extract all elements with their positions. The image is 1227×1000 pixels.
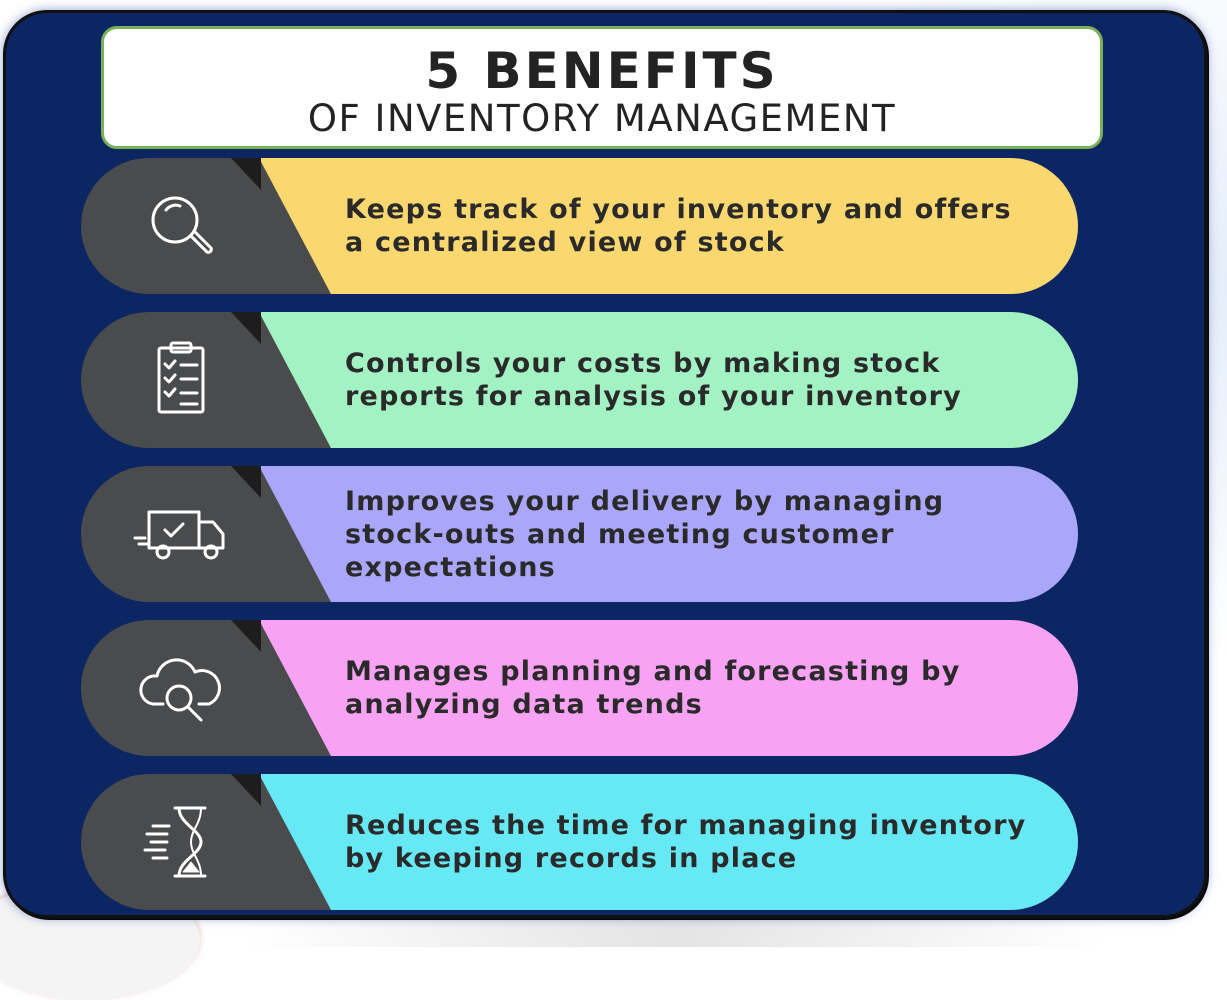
title-box: 5 BENEFITS OF INVENTORY MANAGEMENT (101, 26, 1103, 149)
benefit-row-2: Controls your costs by making stock repo… (81, 312, 1078, 448)
benefit-text: Reduces the time for managing inventory … (345, 810, 1027, 874)
title-subtitle: OF INVENTORY MANAGEMENT (307, 97, 897, 140)
title-main: 5 BENEFITS (425, 42, 779, 100)
benefit-row-5: Reduces the time for managing inventory … (81, 774, 1078, 910)
benefit-band (259, 312, 1078, 448)
benefit-band (259, 620, 1078, 756)
benefit-text: Manages planning and forecasting by anal… (345, 656, 961, 720)
benefit-band (259, 774, 1078, 910)
benefit-text: Improves your delivery by managing stock… (345, 485, 945, 583)
delivery-truck-icon (131, 494, 231, 574)
benefit-band (259, 158, 1078, 294)
hourglass-icon (131, 802, 231, 882)
cloud-search-icon (131, 648, 231, 728)
benefit-band (259, 466, 1078, 602)
infographic-card: 5 BENEFITS OF INVENTORY MANAGEMENT Keeps… (3, 10, 1207, 918)
checklist-clipboard-icon (131, 340, 231, 420)
benefit-row-3: Improves your delivery by managing stock… (81, 466, 1078, 602)
magnifying-glass-icon (131, 186, 231, 266)
benefit-row-1: Keeps track of your inventory and offers… (81, 158, 1078, 294)
benefit-text: Controls your costs by making stock repo… (345, 348, 962, 412)
benefit-row-4: Manages planning and forecasting by anal… (81, 620, 1078, 756)
benefit-text: Keeps track of your inventory and offers… (345, 194, 1012, 258)
